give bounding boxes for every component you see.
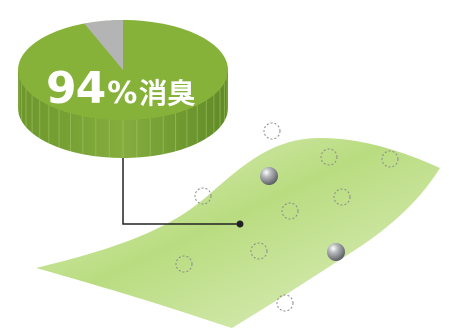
odor-particle-circle [250, 242, 268, 260]
odor-particle-circle [333, 188, 351, 206]
fabric-sheet [36, 138, 440, 328]
odor-particle-circle [281, 202, 299, 220]
pie-value: 94 [46, 63, 106, 114]
leader-line [122, 158, 244, 228]
odor-particle-circle [194, 187, 212, 205]
odor-particle-circle [175, 255, 193, 273]
pie-caption: 消臭 [139, 77, 196, 110]
odor-particle-circle [320, 148, 338, 166]
pie-percent-sign: % [107, 76, 138, 111]
metal-ball [260, 167, 278, 185]
pie-chart [18, 20, 228, 158]
pie-remainder-slice [84, 20, 123, 70]
odor-particles [175, 122, 399, 312]
odor-particle-circle [276, 294, 294, 312]
odor-particle-circle [263, 122, 281, 140]
pie-label: 94 % 消臭 [46, 63, 195, 114]
odor-particle-circle [381, 150, 399, 168]
metal-ball [327, 243, 345, 261]
